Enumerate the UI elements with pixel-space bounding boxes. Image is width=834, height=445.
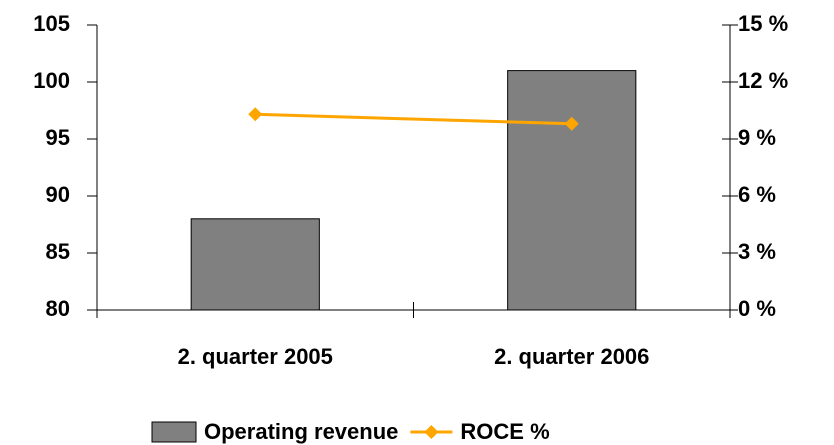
y2-tick-label: 15 %: [738, 11, 788, 36]
y-tick-label: 95: [46, 125, 70, 150]
y-tick-label: 105: [33, 11, 70, 36]
line: [255, 112, 572, 126]
y-tick-label: 85: [46, 239, 70, 264]
y2-tick-label: 9 %: [738, 125, 776, 150]
y-tick-label: 90: [46, 182, 70, 207]
bar: [190, 218, 320, 311]
y2-tick-label: 3 %: [738, 239, 776, 264]
line-marker: [248, 107, 263, 122]
y-tick-label: 100: [33, 68, 70, 93]
bar: [507, 70, 637, 311]
x-tick-label: 2. quarter 2006: [494, 344, 649, 369]
y2-tick-label: 6 %: [738, 182, 776, 207]
legend-marker: [424, 425, 439, 439]
y-tick-label: 80: [46, 296, 70, 321]
x-tick-label: 2. quarter 2005: [178, 344, 333, 369]
y2-tick-label: 0 %: [738, 296, 776, 321]
y2-tick-label: 12 %: [738, 68, 788, 93]
legend-label: ROCE %: [460, 419, 549, 444]
legend-swatch: [151, 421, 197, 443]
line-marker: [564, 116, 579, 131]
legend-label: Operating revenue: [204, 419, 398, 444]
